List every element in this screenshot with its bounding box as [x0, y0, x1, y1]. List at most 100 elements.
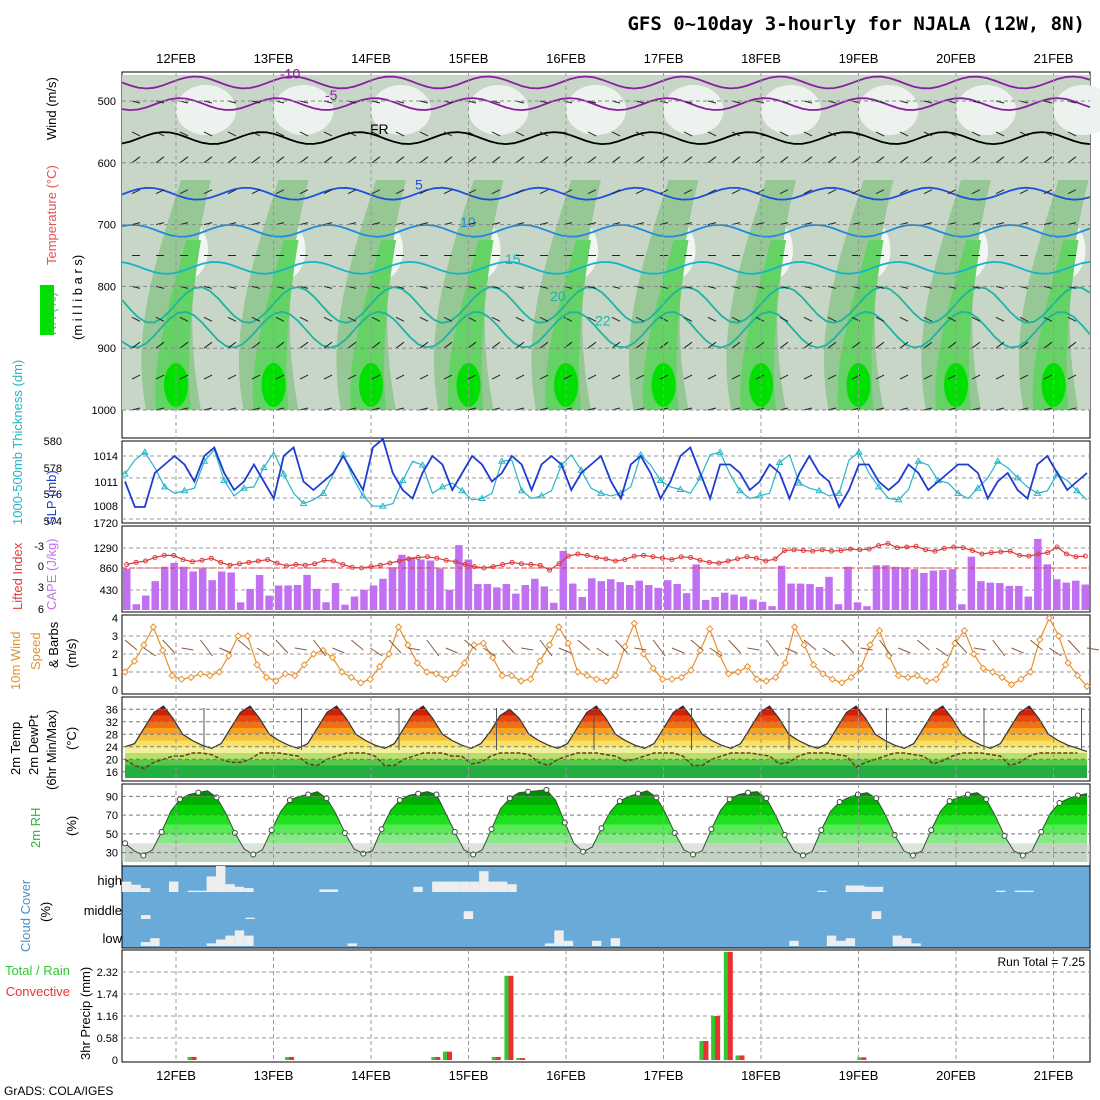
wind-barb	[347, 341, 357, 349]
wind-barb	[563, 189, 573, 195]
wind-barb	[539, 639, 553, 657]
wind-barb	[634, 647, 647, 651]
wind-barb	[1019, 316, 1029, 322]
lifted-index-marker	[716, 560, 722, 566]
rh-marker	[158, 829, 165, 835]
temp-tick-label: 20	[106, 754, 118, 766]
rh-tick-label: 50	[106, 829, 118, 841]
wind-barb	[275, 341, 285, 349]
wind-barb	[419, 341, 429, 349]
lifted-index-marker	[641, 552, 647, 558]
wind-barb	[515, 156, 525, 164]
wind-barb	[923, 407, 933, 411]
wind-barb	[251, 285, 261, 289]
cape-bar	[189, 571, 197, 610]
wind-barb	[995, 156, 1005, 164]
wind-barb	[179, 316, 189, 322]
lifted-index-marker	[152, 555, 158, 560]
temperature-contour	[121, 285, 1091, 324]
thickness-tick-label: 574	[44, 516, 62, 528]
wind-barb	[587, 341, 597, 349]
lifted-index-marker	[453, 559, 459, 565]
wind-barb	[237, 639, 251, 651]
slp-tick-label: 1720	[94, 518, 118, 530]
cape-bar	[123, 568, 131, 610]
cape-bar	[1043, 564, 1052, 610]
temp-tick-label: 32	[106, 717, 118, 729]
wind-barb	[299, 374, 309, 380]
wind-barb	[131, 285, 141, 289]
cape-bar	[863, 606, 871, 610]
lifted-index-marker	[208, 555, 214, 561]
cloud-high-bar	[168, 881, 179, 892]
cloud-low-bar	[554, 930, 564, 946]
wind-speed-marker	[159, 646, 167, 655]
wind-barb	[577, 639, 591, 651]
cape-bar	[1053, 579, 1061, 610]
wind-barb	[827, 341, 837, 349]
thickness-marker	[180, 486, 189, 494]
lifted-index-marker	[171, 552, 177, 558]
cape-bar	[616, 582, 624, 610]
wind-barb	[131, 316, 141, 322]
rh-marker	[213, 794, 220, 801]
thickness-marker	[458, 486, 467, 494]
wind-speed-marker	[262, 673, 271, 682]
cloud-low-bar	[591, 940, 602, 946]
wind-barb	[827, 131, 837, 137]
bottom-date-label: 12FEB	[156, 1068, 196, 1083]
wind10m-label-4: (m/s)	[64, 638, 79, 668]
rh-marker	[946, 798, 953, 805]
wind-tick-label: 2	[112, 649, 118, 661]
lifted-index-marker	[406, 556, 412, 562]
wind-barb	[1043, 189, 1053, 195]
cape-bar	[768, 606, 776, 610]
wind-barb	[1048, 647, 1062, 657]
wind-barb	[755, 341, 765, 349]
lifted-index-marker	[819, 547, 825, 553]
lifted-index-marker	[180, 557, 186, 563]
cape-bar	[663, 580, 672, 610]
cape-bar	[673, 584, 681, 610]
rh-saturated-core	[456, 363, 481, 407]
wind-barb	[803, 100, 813, 104]
lifted-index-marker	[1045, 550, 1051, 556]
bottom-date-label: 20FEB	[936, 1068, 976, 1083]
cape-bar	[806, 584, 814, 610]
wind-barb	[155, 156, 165, 164]
cloud-low-bar	[544, 943, 555, 946]
cape-bar	[455, 545, 463, 610]
wind-barb	[707, 285, 717, 289]
wind-barb	[765, 639, 779, 657]
rh-marker	[873, 795, 880, 802]
thickness-marker	[359, 491, 367, 499]
thickness-marker	[220, 476, 229, 483]
wind-speed-marker	[168, 671, 176, 680]
wind-speed-marker	[187, 673, 195, 682]
cape-bar	[350, 596, 359, 610]
wind-tick-label: 3	[112, 631, 118, 643]
wind10m-label-1: 10m Wind	[8, 631, 23, 690]
rh-marker	[323, 795, 330, 802]
wind-tick-label: 1	[112, 667, 118, 679]
top-date-label: 21FEB	[1034, 51, 1074, 66]
wind-barb	[916, 639, 930, 651]
wind-barb	[347, 316, 357, 322]
wind-barb	[1067, 374, 1077, 380]
wind-barb	[445, 647, 458, 654]
rh-dry-pocket	[858, 85, 919, 135]
wind-barb	[491, 341, 501, 349]
lifted-index-marker	[424, 554, 430, 560]
wind-barb	[971, 156, 981, 164]
lifted-index-marker	[133, 559, 139, 565]
wind-barb	[426, 639, 440, 657]
top-date-label: 18FEB	[741, 51, 781, 66]
cape-bar	[540, 586, 549, 610]
wind-speed-marker	[1045, 614, 1053, 622]
temp-band	[125, 734, 1087, 741]
precip-convective-bar	[191, 1056, 197, 1060]
thickness-marker	[438, 482, 447, 490]
lifted-index-marker	[904, 544, 910, 550]
lifted-index-marker	[1073, 554, 1079, 560]
wind-barb	[707, 341, 717, 349]
